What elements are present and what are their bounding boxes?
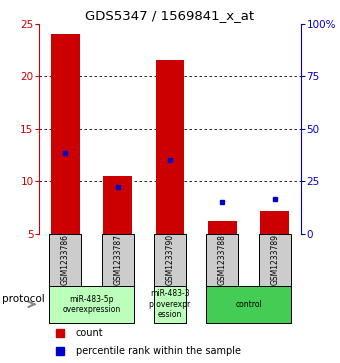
Bar	[51, 34, 80, 234]
Bar	[49, 286, 134, 323]
Text: miR-483-3
p overexpr
ession: miR-483-3 p overexpr ession	[149, 289, 191, 319]
Bar	[260, 211, 289, 234]
Title: GDS5347 / 1569841_x_at: GDS5347 / 1569841_x_at	[85, 9, 255, 23]
Bar	[206, 286, 291, 323]
Text: GSM1233790: GSM1233790	[166, 234, 174, 285]
Bar	[154, 286, 186, 323]
Bar	[154, 234, 186, 286]
Text: GSM1233787: GSM1233787	[113, 234, 122, 285]
Text: GSM1233789: GSM1233789	[270, 234, 279, 285]
Text: GSM1233786: GSM1233786	[61, 234, 70, 285]
Bar	[49, 234, 81, 286]
Text: miR-483-5p
overexpression: miR-483-5p overexpression	[62, 294, 121, 314]
Text: GSM1233788: GSM1233788	[218, 234, 227, 285]
Text: protocol: protocol	[2, 294, 45, 305]
Text: control: control	[235, 300, 262, 309]
Bar	[208, 221, 237, 234]
Bar	[103, 176, 132, 234]
Bar	[102, 234, 134, 286]
Bar	[206, 234, 238, 286]
Bar	[259, 234, 291, 286]
Text: count: count	[76, 328, 103, 338]
Text: percentile rank within the sample: percentile rank within the sample	[76, 346, 241, 356]
Bar	[156, 60, 184, 234]
